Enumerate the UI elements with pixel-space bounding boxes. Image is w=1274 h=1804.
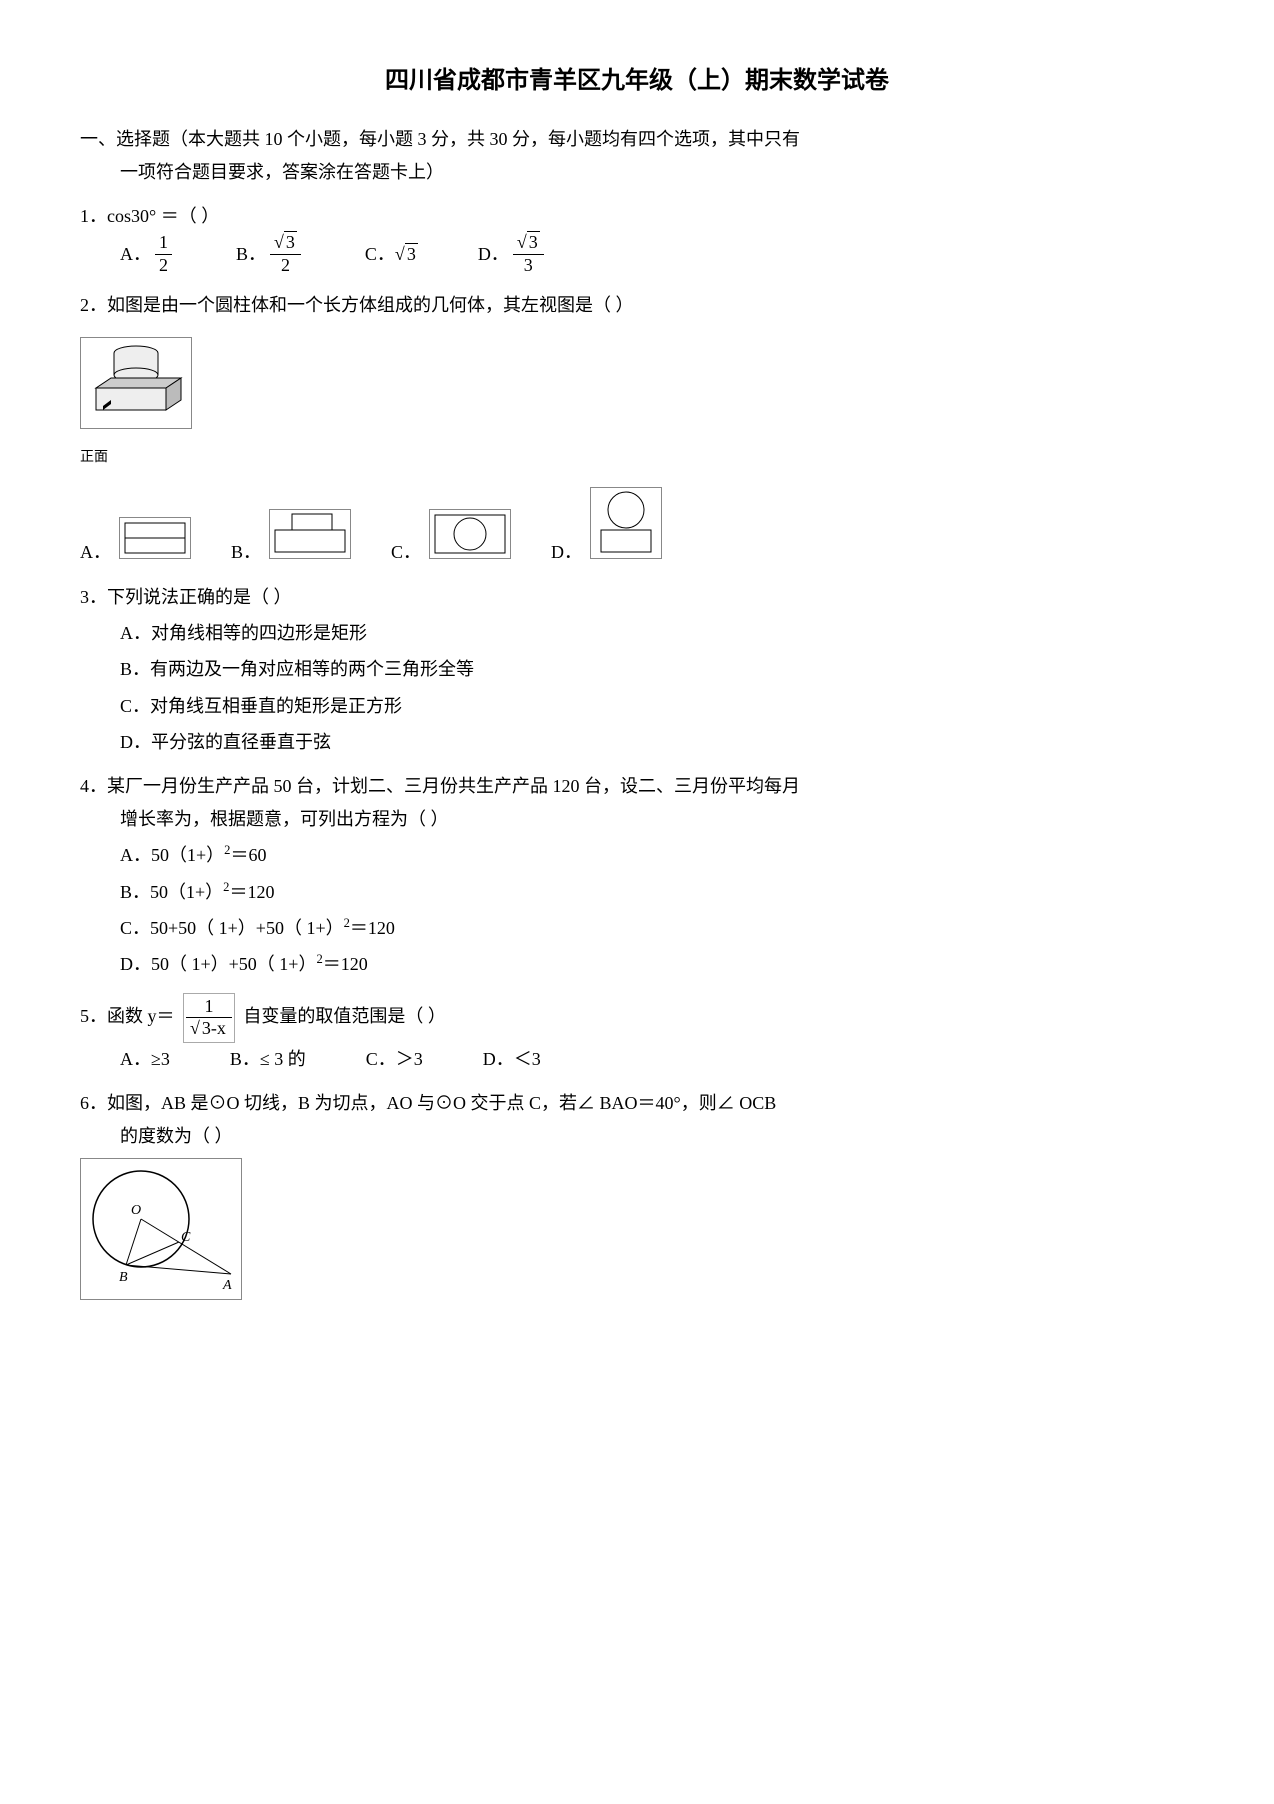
- section-line1: 一、选择题（本大题共 10 个小题，每小题 3 分，共 30 分，每小题均有四个…: [80, 129, 800, 149]
- q4-opt-c: C．50+50（ 1+）+50（ 1+）2＝120: [120, 912, 1194, 944]
- q5-opt-d: D．＜3: [483, 1043, 541, 1075]
- q2-opt-d-figure: [590, 487, 662, 559]
- q1-opt-d-label: D．: [478, 238, 509, 270]
- q3-opt-b: B．有两边及一角对应相等的两个三角形全等: [120, 653, 1194, 685]
- cylinder-on-cuboid-icon: [81, 338, 191, 428]
- q3-stem: 3．下列说法正确的是（ ）: [80, 581, 1194, 613]
- two-stacked-rects-icon: [120, 518, 190, 558]
- question-5: 5．函数 y＝ 1 √3-x 自变量的取值范围是（ ） A．≥3 B．≤ 3 的…: [80, 993, 1194, 1076]
- label-b: B: [119, 1270, 128, 1285]
- q5-stem: 5．函数 y＝ 1 √3-x 自变量的取值范围是（ ）: [80, 993, 1194, 1043]
- q6-stem1: 6．如图，AB 是⊙O 切线，B 为切点，AO 与⊙O 交于点 C，若∠ BAO…: [80, 1087, 1194, 1119]
- q5-options: A．≥3 B．≤ 3 的 C．＞3 D．＜3: [120, 1043, 1194, 1075]
- q5-stem-post: 自变量的取值范围是（ ）: [243, 1006, 446, 1026]
- numerator: 1: [155, 232, 172, 255]
- q1-opt-b-label: B．: [236, 238, 266, 270]
- q1-opt-c: C． √3: [365, 238, 418, 270]
- circle-in-rect-icon: [430, 510, 510, 558]
- denominator: 3: [513, 255, 544, 277]
- fraction: 1 2: [155, 232, 172, 276]
- q4-b-post: ＝120: [229, 882, 274, 902]
- q3-opt-d: D．平分弦的直径垂直于弦: [120, 726, 1194, 758]
- front-label: 正面: [80, 445, 1194, 470]
- question-1: 1．cos30° ＝（ ） A． 1 2 B． √3 2 C． √3 D． √3…: [80, 200, 1194, 277]
- label-o: O: [131, 1203, 141, 1218]
- q3-opt-a: A．对角线相等的四边形是矩形: [120, 617, 1194, 649]
- q4-stem2: 增长率为，根据题意，可列出方程为（ ）: [80, 803, 1194, 835]
- q4-stem1: 4．某厂一月份生产产品 50 台，计划二、三月份共生产产品 120 台，设二、三…: [80, 770, 1194, 802]
- label-c: C: [181, 1230, 191, 1245]
- q2-main-figure: 正面: [80, 327, 1194, 471]
- q4-c-post: ＝120: [350, 918, 395, 938]
- fraction: √3 2: [270, 232, 301, 276]
- denominator: 2: [270, 255, 301, 277]
- label-a: A: [222, 1278, 232, 1293]
- q2-opt-d-label: D．: [551, 536, 582, 568]
- numerator: 1: [186, 996, 232, 1019]
- q6-figure: O C B A: [80, 1158, 242, 1300]
- question-2: 2．如图是由一个圆柱体和一个长方体组成的几何体，其左视图是（ ） 正面 A．: [80, 289, 1194, 569]
- q2-opt-d: D．: [551, 477, 662, 569]
- q2-figure-box: [80, 337, 192, 429]
- q4-d-pre: D．50（ 1+）+50（ 1+）: [120, 954, 316, 974]
- q2-opt-c: C．: [391, 499, 511, 569]
- q2-opt-c-figure: [429, 509, 511, 559]
- q2-opt-b-figure: [269, 509, 351, 559]
- sqrt: √3: [395, 238, 418, 270]
- q2-opt-c-label: C．: [391, 536, 421, 568]
- q4-d-post: ＝120: [323, 954, 368, 974]
- q1-opt-a-label: A．: [120, 238, 151, 270]
- q5-opt-a: A．≥3: [120, 1043, 170, 1075]
- q4-a-post: ＝60: [230, 845, 266, 865]
- section-line2: 一项符合题目要求，答案涂在答题卡上）: [80, 156, 1194, 188]
- q1-opt-d: D． √3 3: [478, 232, 548, 276]
- q1-opt-c-label: C．: [365, 238, 395, 270]
- page-title: 四川省成都市青羊区九年级（上）期末数学试卷: [80, 60, 1194, 103]
- section-header: 一、选择题（本大题共 10 个小题，每小题 3 分，共 30 分，每小题均有四个…: [80, 123, 1194, 188]
- denominator: √3-x: [186, 1018, 232, 1040]
- q5-stem-pre: 5．函数 y＝: [80, 1006, 175, 1026]
- q1-opt-b: B． √3 2: [236, 232, 305, 276]
- numerator: √3: [513, 232, 544, 255]
- radicand: 3-x: [200, 1017, 228, 1038]
- q4-b-pre: B．50（1+）: [120, 882, 223, 902]
- radicand: 3: [527, 231, 540, 252]
- denominator: 2: [155, 255, 172, 277]
- question-3: 3．下列说法正确的是（ ） A．对角线相等的四边形是矩形 B．有两边及一角对应相…: [80, 581, 1194, 759]
- radicand: 3: [405, 243, 418, 264]
- q1-stem: 1．cos30° ＝（ ）: [80, 200, 1194, 232]
- small-rect-on-wide-rect-icon: [270, 510, 350, 558]
- fraction: √3 3: [513, 232, 544, 276]
- q2-opt-b-label: B．: [231, 536, 261, 568]
- q2-opt-b: B．: [231, 499, 351, 569]
- q2-opt-a-figure: [119, 517, 191, 559]
- q4-opt-d: D．50（ 1+）+50（ 1+）2＝120: [120, 948, 1194, 980]
- question-4: 4．某厂一月份生产产品 50 台，计划二、三月份共生产产品 120 台，设二、三…: [80, 770, 1194, 980]
- q1-options: A． 1 2 B． √3 2 C． √3 D． √3 3: [120, 232, 1194, 276]
- question-6: 6．如图，AB 是⊙O 切线，B 为切点，AO 与⊙O 交于点 C，若∠ BAO…: [80, 1087, 1194, 1320]
- q4-a-pre: A．50（1+）: [120, 845, 224, 865]
- q6-stem2: 的度数为（ ）: [80, 1120, 1194, 1152]
- q2-opt-a: A．: [80, 507, 191, 569]
- fraction-boxed: 1 √3-x: [183, 993, 235, 1043]
- circle-on-rect-icon: [591, 488, 661, 558]
- numerator: √3: [270, 232, 301, 255]
- q1-opt-a: A． 1 2: [120, 232, 176, 276]
- q4-c-pre: C．50+50（ 1+）+50（ 1+）: [120, 918, 344, 938]
- q2-options: A． B． C．: [80, 477, 1194, 569]
- q2-stem: 2．如图是由一个圆柱体和一个长方体组成的几何体，其左视图是（ ）: [80, 289, 1194, 321]
- circle-tangent-icon: O C B A: [81, 1159, 241, 1299]
- q4-opt-b: B．50（1+）2＝120: [120, 876, 1194, 908]
- q5-opt-c: C．＞3: [366, 1043, 423, 1075]
- q5-opt-b: B．≤ 3 的: [230, 1043, 306, 1075]
- q3-opt-c: C．对角线互相垂直的矩形是正方形: [120, 690, 1194, 722]
- q4-opt-a: A．50（1+）2＝60: [120, 839, 1194, 871]
- q2-opt-a-label: A．: [80, 536, 111, 568]
- radicand: 3: [284, 231, 297, 252]
